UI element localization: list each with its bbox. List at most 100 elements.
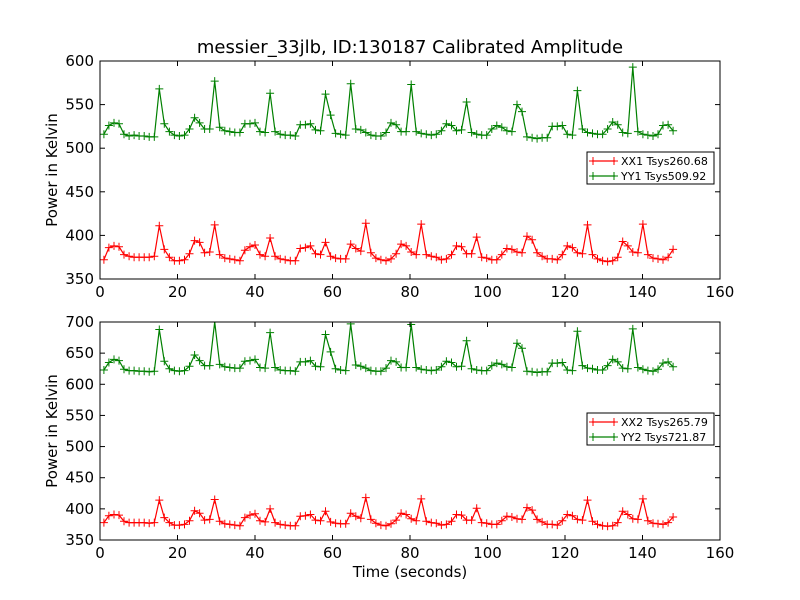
data-point	[437, 126, 446, 135]
data-point	[613, 253, 622, 262]
data-point	[618, 237, 627, 246]
data-point	[467, 249, 476, 258]
data-point	[261, 517, 270, 526]
data-point	[190, 506, 199, 515]
data-point	[276, 254, 285, 263]
data-point	[563, 510, 572, 519]
data-point	[669, 513, 678, 521]
data-point	[185, 125, 194, 133]
data-point	[558, 358, 567, 367]
data-point	[160, 245, 169, 254]
data-point	[190, 113, 199, 122]
data-point	[502, 244, 511, 253]
data-point	[417, 220, 426, 229]
data-point	[392, 357, 401, 366]
data-point	[326, 111, 335, 120]
data-point	[251, 355, 259, 364]
data-point	[145, 367, 154, 376]
data-point	[301, 243, 310, 252]
data-point	[210, 322, 219, 326]
data-point	[326, 347, 335, 356]
data-point	[235, 256, 244, 265]
data-point	[633, 127, 642, 136]
y-axis-label: Power in Kelvin	[43, 113, 61, 227]
data-point	[412, 363, 421, 372]
data-point	[321, 507, 330, 516]
data-point	[341, 131, 350, 140]
y-tick-label: 600	[65, 375, 94, 393]
data-point	[382, 256, 390, 265]
data-point	[457, 125, 466, 134]
data-point	[246, 242, 254, 251]
data-point	[215, 250, 224, 259]
data-point	[598, 366, 607, 374]
data-point	[331, 254, 340, 263]
data-point	[160, 357, 169, 366]
data-point	[507, 363, 516, 372]
data-point	[246, 511, 254, 520]
data-point	[382, 128, 390, 137]
data-point	[477, 518, 486, 527]
data-point	[296, 244, 305, 253]
data-point	[523, 232, 531, 241]
data-point	[472, 130, 481, 139]
data-point	[165, 253, 174, 262]
data-point	[472, 504, 481, 513]
data-point	[573, 515, 582, 524]
x-tick-label: 80	[400, 544, 419, 562]
data-point	[462, 98, 471, 106]
data-point	[558, 121, 567, 130]
data-point	[649, 367, 657, 376]
data-point	[140, 518, 149, 527]
data-point	[497, 123, 506, 132]
data-point	[643, 250, 652, 259]
data-point	[291, 367, 300, 376]
data-point	[387, 356, 395, 365]
data-point	[220, 254, 229, 263]
data-point	[497, 516, 506, 525]
data-point	[669, 126, 678, 135]
data-point	[487, 125, 496, 133]
x-tick-label: 20	[168, 544, 187, 562]
data-point	[225, 520, 234, 529]
x-tick-label: 120	[551, 283, 580, 301]
data-point	[230, 521, 239, 530]
data-point	[638, 130, 647, 139]
data-point	[100, 518, 108, 527]
legend-label: YY2 Tsys721.87	[620, 431, 706, 444]
data-point	[543, 133, 552, 142]
data-point	[220, 126, 229, 135]
data-point	[533, 134, 542, 143]
data-point	[467, 364, 476, 373]
series-line	[103, 322, 674, 374]
data-point	[150, 518, 159, 527]
data-point	[145, 519, 154, 528]
legend-label: YY1 Tsys509.92	[620, 170, 706, 183]
data-point	[518, 107, 526, 116]
data-point	[664, 518, 673, 527]
data-point	[311, 125, 320, 134]
data-point	[578, 361, 587, 370]
data-point	[457, 511, 466, 520]
data-point	[230, 255, 239, 264]
data-point	[492, 359, 501, 368]
data-point	[251, 241, 259, 249]
data-point	[608, 118, 617, 126]
data-point	[437, 521, 446, 530]
data-point	[120, 130, 128, 139]
data-point	[155, 221, 164, 230]
data-point	[417, 494, 426, 503]
data-point	[376, 367, 385, 376]
data-point	[175, 256, 184, 265]
data-point	[225, 254, 234, 263]
data-point	[407, 322, 416, 329]
data-point	[437, 362, 446, 371]
data-point	[104, 121, 113, 130]
x-tick-label: 0	[95, 283, 105, 301]
data-point	[120, 517, 128, 526]
y-tick-label: 400	[65, 226, 94, 244]
data-point	[392, 120, 401, 129]
data-point	[643, 366, 652, 375]
data-point	[301, 120, 310, 129]
